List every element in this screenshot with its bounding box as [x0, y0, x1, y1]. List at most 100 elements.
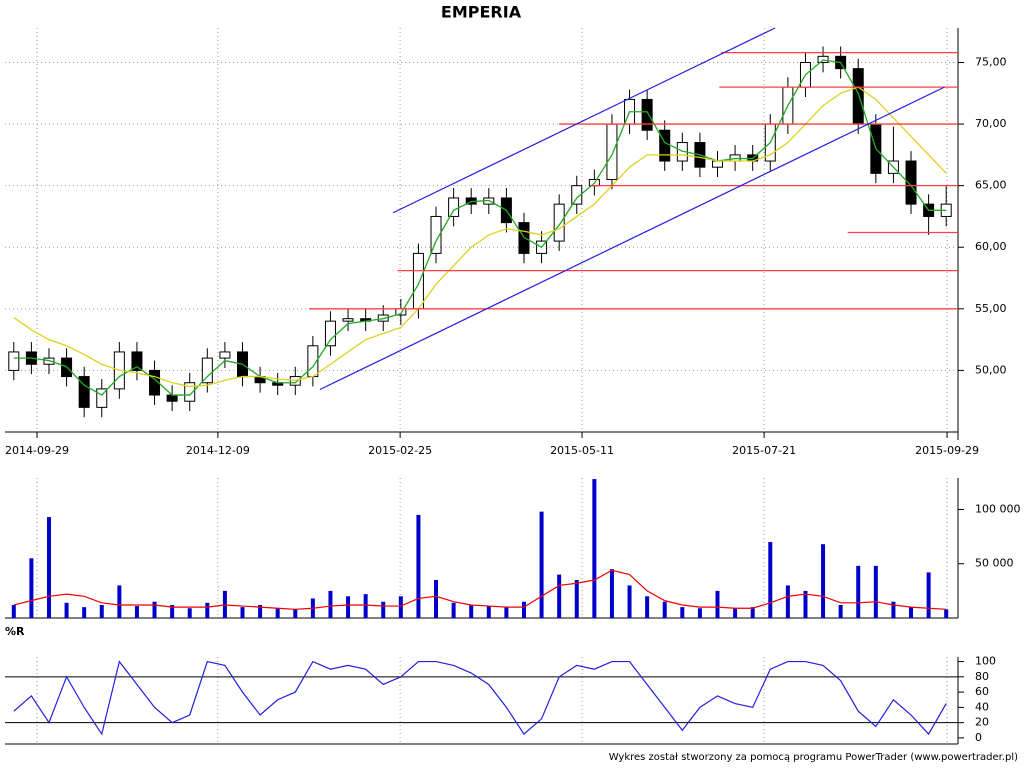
- candle-body: [342, 318, 354, 322]
- volume-bar: [434, 580, 439, 618]
- moving-average: [13, 59, 947, 396]
- volume-bar: [398, 596, 403, 618]
- volume-bar: [363, 594, 368, 618]
- volume-bar: [275, 608, 280, 618]
- volume-bar: [733, 608, 738, 618]
- x-tick-label: 2014-09-29: [5, 444, 69, 457]
- trend-line: [392, 27, 776, 214]
- volume-bar: [891, 601, 896, 618]
- candle-body: [852, 68, 864, 125]
- y-tick-label: 20: [975, 716, 989, 729]
- y-tick-label: 60,00: [975, 240, 1007, 253]
- volume-bar: [416, 514, 421, 618]
- volume-bar: [838, 604, 843, 618]
- x-tick-label: 2015-07-21: [732, 444, 796, 457]
- volume-bar: [469, 604, 474, 618]
- volume-bar: [944, 609, 949, 618]
- candle-body: [201, 357, 213, 384]
- volume-bar: [785, 585, 790, 618]
- volume-bar: [750, 607, 755, 618]
- volume-bar: [645, 596, 650, 618]
- volume-bar: [451, 602, 456, 618]
- volume-bar: [504, 607, 509, 618]
- volume-bar: [680, 607, 685, 618]
- candle-body: [324, 320, 336, 347]
- volume-bar: [258, 604, 263, 618]
- candle-body: [641, 98, 653, 131]
- y-tick-label: 55,00: [975, 302, 1007, 315]
- volume-bar: [117, 585, 122, 618]
- volume-bar: [381, 601, 386, 618]
- volume-bar: [873, 565, 878, 618]
- x-tick-label: 2015-02-25: [368, 444, 432, 457]
- volume-bar: [768, 542, 773, 618]
- x-tick-label: 2015-09-29: [915, 444, 979, 457]
- y-tick-label: 100: [975, 655, 996, 668]
- candle-body: [553, 203, 565, 242]
- volume-bar: [64, 602, 69, 618]
- y-tick-label: 50 000: [975, 557, 1014, 570]
- y-tick-label: 65,00: [975, 179, 1007, 192]
- volume-bar: [592, 479, 597, 618]
- indicator-line: [13, 660, 947, 736]
- chart-title: EMPERIA: [441, 3, 522, 22]
- candle-body: [8, 351, 20, 371]
- volume-bar: [187, 608, 192, 618]
- volume-bar: [82, 607, 87, 618]
- candle-body: [166, 394, 178, 402]
- candle-body: [430, 215, 442, 254]
- panel-title: %R: [5, 625, 25, 638]
- candle-body: [219, 351, 231, 359]
- x-tick-label: 2014-12-09: [186, 444, 250, 457]
- volume-bar: [46, 517, 51, 618]
- y-tick-label: 80: [975, 670, 989, 683]
- volume-bar: [240, 607, 245, 618]
- candle-body: [96, 388, 108, 408]
- volume-bar: [346, 596, 351, 618]
- volume-bar: [170, 604, 175, 618]
- volume-bar: [662, 601, 667, 618]
- volume-bar: [715, 590, 720, 618]
- candle-body: [412, 252, 424, 310]
- footer: Wykres został stworzony za pomocą progra…: [609, 752, 1018, 763]
- trend-line: [319, 86, 945, 391]
- moving-average: [13, 86, 947, 388]
- candle-body: [131, 351, 143, 371]
- volume-bar: [909, 607, 914, 618]
- y-tick-label: 0: [975, 731, 982, 744]
- volume-average: [13, 569, 947, 610]
- volume-bar: [486, 606, 491, 618]
- volume-bar: [521, 601, 526, 618]
- volume-bar: [152, 601, 157, 618]
- y-tick-label: 60: [975, 685, 989, 698]
- volume-bar: [803, 590, 808, 618]
- candle-body: [905, 160, 917, 205]
- volume-bar: [134, 606, 139, 618]
- volume-bar: [293, 609, 298, 618]
- volume-bar: [205, 602, 210, 618]
- volume-bar: [11, 604, 16, 618]
- y-tick-label: 50,00: [975, 363, 1007, 376]
- volume-bar: [574, 580, 579, 618]
- volume-bar: [539, 511, 544, 618]
- volume-bar: [99, 604, 104, 618]
- x-tick-label: 2015-05-11: [550, 444, 614, 457]
- volume-bar: [609, 569, 614, 618]
- y-tick-label: 70,00: [975, 117, 1007, 130]
- volume-bar: [926, 572, 931, 618]
- y-tick-label: 75,00: [975, 55, 1007, 68]
- volume-bar: [328, 590, 333, 618]
- candle-body: [78, 376, 90, 408]
- volume-bar: [856, 565, 861, 618]
- candle-body: [606, 123, 618, 181]
- volume-bar: [557, 574, 562, 618]
- y-tick-label: 40: [975, 700, 989, 713]
- candle-body: [448, 197, 460, 217]
- volume-bar: [697, 608, 702, 618]
- volume-bar: [29, 558, 34, 618]
- candle-body: [659, 129, 671, 162]
- volume-bar: [627, 585, 632, 618]
- candle-body: [712, 160, 723, 168]
